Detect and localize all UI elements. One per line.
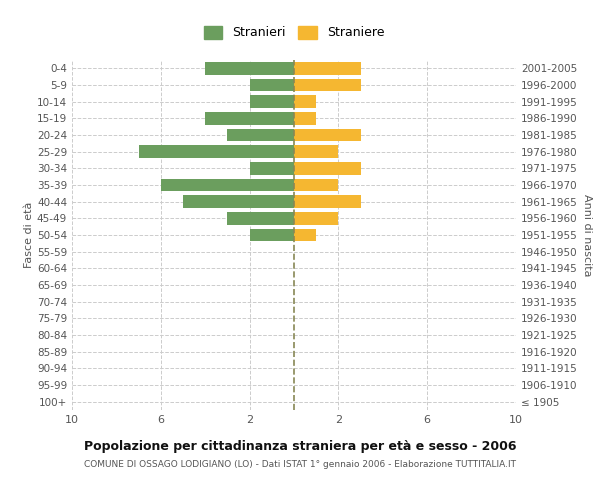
Bar (294, 212, 338, 224)
Bar (250, 162, 294, 174)
Bar (139, 146, 294, 158)
Bar (294, 196, 361, 208)
Bar (250, 96, 294, 108)
Bar (205, 112, 294, 124)
Y-axis label: Anni di nascita: Anni di nascita (581, 194, 592, 276)
Bar (183, 196, 294, 208)
Bar (294, 146, 338, 158)
Bar (294, 128, 361, 141)
Bar (294, 78, 361, 91)
Bar (294, 96, 316, 108)
Bar (250, 229, 294, 241)
Legend: Stranieri, Straniere: Stranieri, Straniere (199, 20, 389, 44)
Bar (161, 179, 294, 191)
Bar (250, 78, 294, 91)
Bar (294, 229, 316, 241)
Text: COMUNE DI OSSAGO LODIGIANO (LO) - Dati ISTAT 1° gennaio 2006 - Elaborazione TUTT: COMUNE DI OSSAGO LODIGIANO (LO) - Dati I… (84, 460, 516, 469)
Y-axis label: Fasce di età: Fasce di età (24, 202, 34, 268)
Bar (294, 62, 361, 74)
Bar (227, 128, 294, 141)
Text: Popolazione per cittadinanza straniera per età e sesso - 2006: Popolazione per cittadinanza straniera p… (84, 440, 516, 453)
Bar (294, 179, 338, 191)
Bar (205, 62, 294, 74)
Bar (227, 212, 294, 224)
Bar (294, 112, 316, 124)
Bar (294, 162, 361, 174)
